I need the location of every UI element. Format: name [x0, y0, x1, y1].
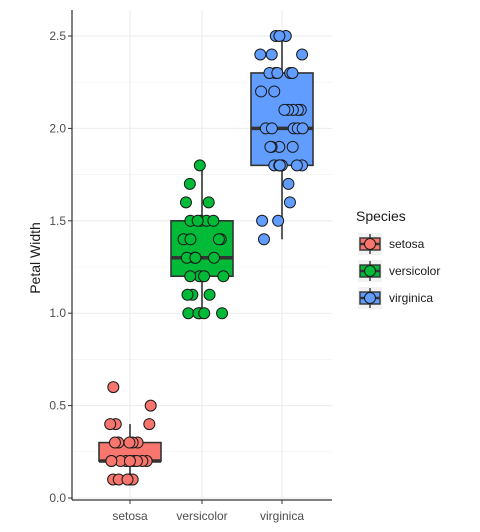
box-layer	[98, 36, 314, 480]
legend-label: setosa	[389, 237, 425, 251]
point-virginica	[271, 66, 284, 79]
point-virginica	[256, 214, 269, 227]
point-virginica	[255, 85, 268, 98]
box-virginica	[250, 36, 314, 240]
point-virginica	[265, 122, 278, 135]
legend-key-point	[364, 265, 376, 277]
x-tick-label: setosa	[112, 509, 148, 523]
point-versicolor	[216, 307, 229, 320]
point-versicolor	[217, 270, 230, 283]
point-virginica	[273, 159, 286, 172]
y-tick-label: 0.0	[49, 491, 66, 505]
legend-key-point	[364, 292, 376, 304]
box-iqr	[170, 220, 234, 278]
point-versicolor	[198, 307, 211, 320]
legend-key-point	[364, 238, 376, 250]
point-versicolor	[207, 214, 220, 227]
point-setosa	[123, 455, 136, 468]
legend: Species setosa versicolor virginica	[356, 208, 440, 309]
y-tick-label: 1.0	[49, 306, 66, 320]
point-versicolor	[198, 270, 211, 283]
point-virginica	[273, 30, 286, 42]
x-tick-label: virginica	[260, 509, 304, 523]
point-versicolor	[193, 159, 206, 172]
point-setosa	[105, 455, 118, 468]
legend-key-versicolor: versicolor	[358, 260, 440, 282]
point-versicolor	[184, 270, 197, 283]
y-axis-title: Petal Width	[27, 222, 43, 294]
point-virginica	[283, 196, 296, 209]
point-virginica	[282, 177, 295, 190]
legend-label: versicolor	[389, 264, 440, 278]
point-setosa	[107, 381, 120, 394]
y-tick-label: 2.0	[49, 121, 66, 135]
legend-title: Species	[356, 208, 406, 224]
point-virginica	[257, 233, 270, 246]
y-tick-label: 0.5	[49, 399, 66, 413]
point-versicolor	[182, 307, 195, 320]
point-versicolor	[183, 177, 196, 190]
point-virginica	[296, 122, 309, 135]
point-setosa	[121, 473, 134, 486]
point-setosa	[104, 418, 117, 431]
point-setosa	[108, 436, 121, 449]
point-setosa	[123, 436, 136, 449]
jitter-point-layer	[104, 30, 309, 486]
point-versicolor	[212, 233, 225, 246]
y-tick-label: 2.5	[49, 29, 66, 43]
point-versicolor	[208, 251, 221, 264]
point-versicolor	[203, 288, 216, 301]
point-setosa	[143, 418, 156, 431]
point-virginica	[265, 48, 278, 61]
point-virginica	[272, 214, 285, 227]
x-ticks: setosa versicolor virginica	[112, 500, 304, 523]
point-versicolor	[191, 214, 204, 227]
y-ticks: 0.0 0.5 1.0 1.5 2.0 2.5	[49, 29, 72, 505]
point-versicolor	[181, 288, 194, 301]
point-virginica	[296, 48, 309, 61]
legend-label: virginica	[389, 291, 433, 305]
point-virginica	[290, 159, 303, 172]
legend-key-virginica: virginica	[358, 287, 433, 309]
point-setosa	[144, 399, 157, 412]
box-setosa	[98, 424, 162, 480]
legend-key-setosa: setosa	[358, 233, 425, 255]
point-virginica	[278, 103, 291, 116]
point-virginica	[286, 140, 299, 153]
point-virginica	[264, 140, 277, 153]
point-virginica	[254, 48, 267, 61]
y-tick-label: 1.5	[49, 214, 66, 228]
point-virginica	[268, 85, 281, 98]
point-virginica	[286, 66, 299, 79]
point-versicolor	[202, 196, 215, 209]
x-tick-label: versicolor	[176, 509, 227, 523]
point-versicolor	[184, 233, 197, 246]
point-versicolor	[189, 251, 202, 264]
point-versicolor	[179, 196, 192, 209]
